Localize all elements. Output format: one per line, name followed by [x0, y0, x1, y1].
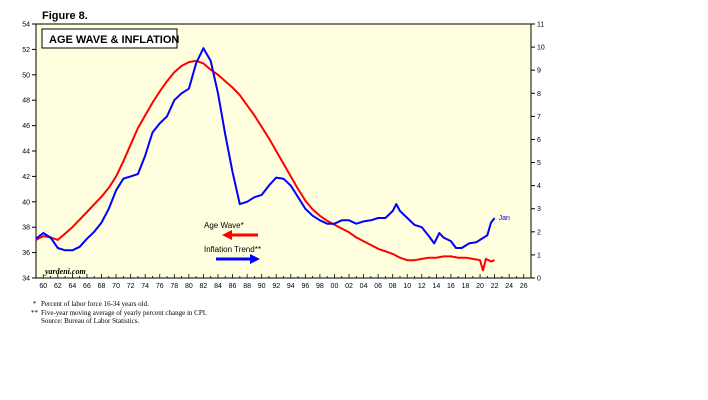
inflation-trend-line — [35, 47, 496, 252]
x-tick-label: 14 — [432, 283, 440, 290]
right-tick-label: 11 — [537, 22, 544, 29]
footnote-text: Source: Bureau of Labor Statistics. — [41, 317, 140, 325]
chart-title: AGE WAVE & INFLATION — [49, 34, 179, 46]
x-tick-label: 84 — [214, 283, 222, 290]
chart-title-box: AGE WAVE & INFLATION — [41, 28, 179, 49]
right-tick-label: 7 — [537, 114, 541, 121]
x-tick-label: 20 — [476, 283, 484, 290]
footnote-text: Percent of labor force 16-34 years old. — [41, 300, 149, 308]
legend-arrow-age-wave — [222, 230, 258, 240]
footnote-1: * Percent of labor force 16-34 years old… — [28, 300, 207, 309]
footnote-source: Source: Bureau of Labor Statistics. — [28, 317, 207, 326]
x-tick-label: 82 — [200, 283, 208, 290]
x-tick-label: 92 — [272, 283, 280, 290]
age-wave-line — [35, 59, 495, 272]
right-axis: 0 1 2 3 4 5 6 7 8 9 10 11 — [531, 22, 545, 283]
x-tick-label: 72 — [127, 283, 135, 290]
left-tick-label: 50 — [22, 72, 30, 79]
footnotes: * Percent of labor force 16-34 years old… — [28, 300, 207, 326]
left-tick-label: 40 — [22, 199, 30, 206]
left-tick-label: 44 — [22, 149, 30, 156]
left-tick-label: 46 — [22, 123, 30, 130]
x-tick-label: 16 — [447, 283, 455, 290]
x-tick-label: 76 — [156, 283, 164, 290]
x-tick-label: 08 — [389, 283, 397, 290]
legend: Age Wave* Inflation Trend** — [204, 221, 261, 264]
series-layer — [35, 47, 496, 272]
right-tick-label: 0 — [537, 276, 541, 283]
x-axis: 60 62 64 66 68 70 72 74 76 78 80 82 84 86 88 90 92 94 96 98… — [39, 274, 528, 290]
left-tick-label: 38 — [22, 225, 30, 232]
age-wave-inflation-chart: AGE WAVE & INFLATION 3436384042444648505… — [22, 22, 545, 291]
right-tick-label: 2 — [537, 229, 541, 236]
left-tick-label: 36 — [22, 250, 30, 257]
x-tick-label: 90 — [258, 283, 266, 290]
right-tick-label: 5 — [537, 160, 541, 167]
x-tick-label: 78 — [170, 283, 178, 290]
x-tick-label: 60 — [39, 283, 47, 290]
x-tick-label: 96 — [301, 283, 309, 290]
right-tick-label: 8 — [537, 91, 541, 98]
x-tick-label: 24 — [505, 283, 513, 290]
figure-label: Figure 8. — [42, 10, 88, 22]
series-end-annotation: Jan — [499, 215, 510, 222]
x-tick-label: 66 — [83, 283, 91, 290]
x-tick-label: 26 — [520, 283, 528, 290]
x-tick-label: 18 — [462, 283, 470, 290]
x-tick-label: 10 — [403, 283, 411, 290]
x-tick-label: 74 — [141, 283, 149, 290]
right-tick-label: 10 — [537, 45, 545, 52]
x-tick-label: 02 — [345, 283, 353, 290]
right-tick-label: 6 — [537, 137, 541, 144]
watermark: yardeni.com — [44, 267, 86, 276]
legend-label-inflation-trend: Inflation Trend** — [204, 245, 261, 254]
legend-arrow-inflation-trend — [216, 254, 260, 264]
x-tick-label: 70 — [112, 283, 120, 290]
right-tick-label: 4 — [537, 183, 541, 190]
left-tick-label: 52 — [22, 47, 30, 54]
right-tick-label: 9 — [537, 68, 541, 75]
x-tick-label: 12 — [418, 283, 426, 290]
x-tick-label: 88 — [243, 283, 251, 290]
left-axis: 34 36 38 40 42 44 46 48 50 52 54 — [22, 22, 36, 283]
footnote-text: Five-year moving average of yearly perce… — [41, 308, 207, 317]
x-tick-label: 04 — [360, 283, 368, 290]
x-tick-label: 00 — [331, 283, 339, 290]
x-tick-label: 86 — [229, 283, 237, 290]
left-tick-label: 54 — [22, 22, 30, 29]
footnote-mark: * — [32, 300, 37, 308]
footnote-mark — [28, 317, 41, 326]
footnote-2: ** Five-year moving average of yearly pe… — [28, 309, 207, 318]
x-tick-label: 94 — [287, 283, 295, 290]
right-tick-label: 3 — [537, 206, 541, 213]
left-tick-label: 34 — [22, 276, 30, 283]
x-tick-label: 98 — [316, 283, 324, 290]
x-tick-label: 06 — [374, 283, 382, 290]
x-tick-label: 22 — [491, 283, 499, 290]
legend-label-age-wave: Age Wave* — [204, 221, 244, 230]
footnote-mark: ** — [31, 308, 38, 317]
x-tick-label: 62 — [54, 283, 62, 290]
left-tick-label: 48 — [22, 98, 30, 105]
plot-area — [35, 23, 532, 279]
right-tick-label: 1 — [537, 252, 541, 259]
left-tick-label: 42 — [22, 174, 30, 181]
x-tick-label: 68 — [98, 283, 106, 290]
x-tick-label: 64 — [68, 283, 76, 290]
x-tick-label: 80 — [185, 283, 193, 290]
